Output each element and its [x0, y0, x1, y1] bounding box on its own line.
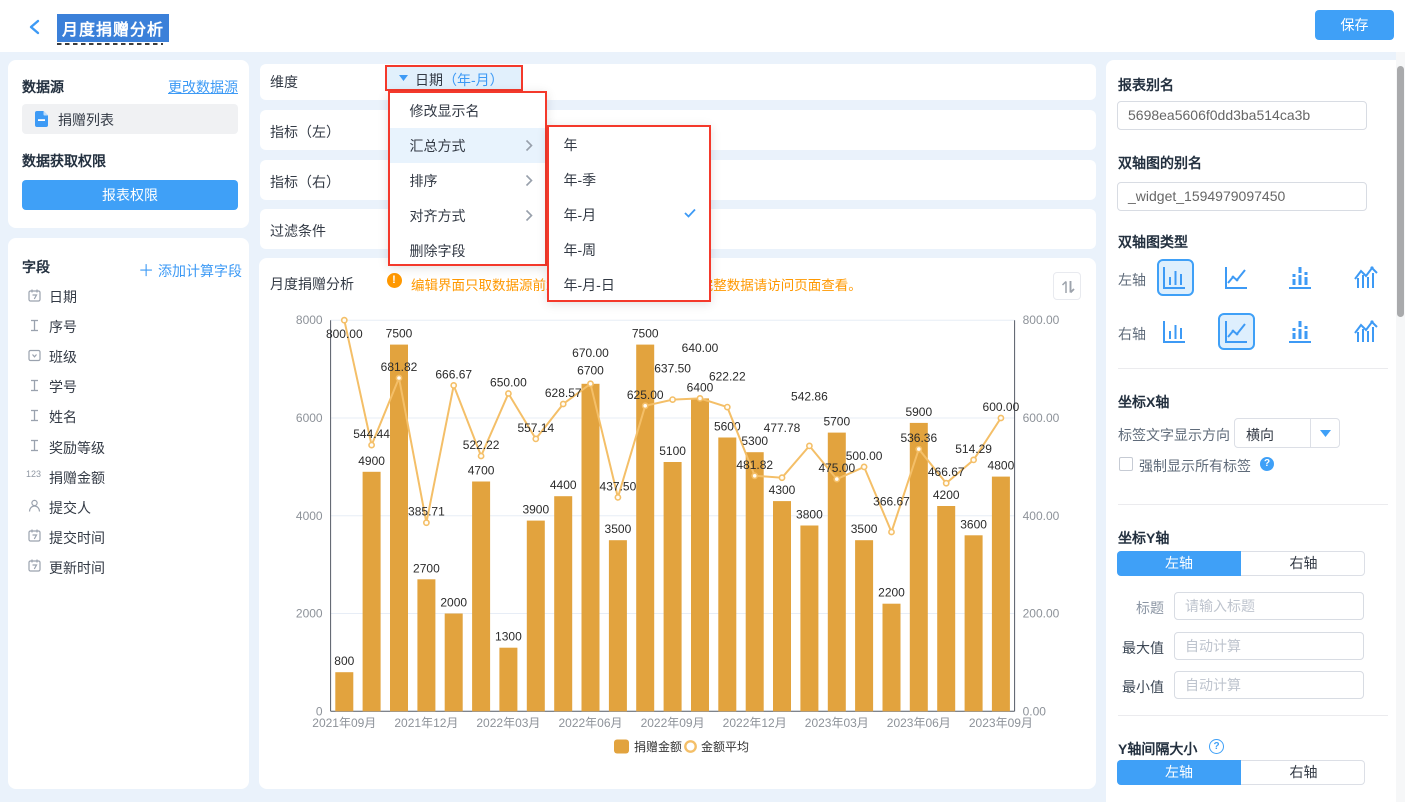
svg-text:514.29: 514.29	[955, 441, 992, 455]
svg-text:4900: 4900	[358, 453, 385, 467]
svg-text:681.82: 681.82	[381, 360, 418, 374]
svg-text:542.86: 542.86	[791, 389, 828, 403]
svg-text:800.00: 800.00	[1023, 313, 1060, 327]
svg-text:5900: 5900	[905, 404, 932, 418]
svg-text:437.50: 437.50	[600, 479, 637, 493]
svg-text:477.78: 477.78	[764, 420, 801, 434]
svg-text:3900: 3900	[522, 502, 549, 516]
svg-text:666.67: 666.67	[435, 367, 472, 381]
svg-text:466.67: 466.67	[928, 465, 965, 479]
svg-text:481.82: 481.82	[736, 457, 773, 471]
svg-text:385.71: 385.71	[408, 504, 445, 518]
svg-text:4400: 4400	[550, 478, 577, 492]
svg-text:3500: 3500	[605, 522, 632, 536]
svg-text:3600: 3600	[960, 517, 987, 531]
svg-text:600.00: 600.00	[1023, 411, 1060, 425]
svg-text:400.00: 400.00	[1023, 508, 1060, 522]
svg-text:536.36: 536.36	[900, 431, 937, 445]
svg-text:5700: 5700	[823, 414, 850, 428]
svg-text:4000: 4000	[296, 508, 323, 522]
svg-text:475.00: 475.00	[818, 461, 855, 475]
svg-text:8000: 8000	[296, 313, 323, 327]
svg-text:522.22: 522.22	[463, 438, 500, 452]
svg-text:600.00: 600.00	[983, 400, 1020, 414]
svg-text:5300: 5300	[741, 434, 768, 448]
svg-text:6000: 6000	[296, 411, 323, 425]
svg-text:2021年09月: 2021年09月	[312, 715, 376, 729]
svg-text:800.00: 800.00	[326, 326, 363, 340]
svg-text:7500: 7500	[386, 326, 413, 340]
svg-text:2021年12月: 2021年12月	[394, 715, 458, 729]
svg-text:557.14: 557.14	[517, 420, 554, 434]
svg-text:4300: 4300	[769, 483, 796, 497]
svg-text:2022年06月: 2022年06月	[558, 715, 622, 729]
svg-text:2022年12月: 2022年12月	[723, 715, 787, 729]
svg-text:650.00: 650.00	[490, 375, 527, 389]
svg-text:2023年03月: 2023年03月	[805, 715, 869, 729]
svg-text:670.00: 670.00	[572, 346, 609, 360]
svg-text:0.00: 0.00	[1023, 704, 1047, 718]
svg-text:0: 0	[316, 704, 323, 718]
svg-text:3800: 3800	[796, 507, 823, 521]
svg-text:640.00: 640.00	[682, 340, 719, 354]
svg-text:7500: 7500	[632, 326, 659, 340]
svg-text:6400: 6400	[687, 380, 714, 394]
svg-text:625.00: 625.00	[627, 387, 664, 401]
svg-text:6700: 6700	[577, 363, 604, 377]
svg-text:2022年09月: 2022年09月	[641, 715, 705, 729]
svg-text:4700: 4700	[468, 463, 495, 477]
svg-text:500.00: 500.00	[846, 448, 883, 462]
svg-text:5100: 5100	[659, 444, 686, 458]
svg-text:2022年03月: 2022年03月	[476, 715, 540, 729]
svg-text:637.50: 637.50	[654, 361, 691, 375]
svg-text:622.22: 622.22	[709, 369, 746, 383]
svg-text:捐赠金额: 捐赠金额	[634, 739, 682, 754]
svg-text:金额平均: 金额平均	[701, 739, 749, 754]
svg-text:800: 800	[334, 654, 354, 668]
svg-text:2000: 2000	[440, 595, 467, 609]
svg-text:2023年06月: 2023年06月	[887, 715, 951, 729]
svg-text:2023年09月: 2023年09月	[969, 715, 1033, 729]
svg-text:2200: 2200	[878, 585, 905, 599]
svg-text:4800: 4800	[988, 458, 1015, 472]
svg-text:366.67: 366.67	[873, 494, 910, 508]
svg-text:544.44: 544.44	[353, 427, 390, 441]
svg-text:2700: 2700	[413, 561, 440, 575]
svg-text:2000: 2000	[296, 606, 323, 620]
svg-text:4200: 4200	[933, 488, 960, 502]
svg-text:200.00: 200.00	[1023, 606, 1060, 620]
svg-text:628.57: 628.57	[545, 386, 582, 400]
svg-text:3500: 3500	[851, 522, 878, 536]
svg-text:1300: 1300	[495, 629, 522, 643]
